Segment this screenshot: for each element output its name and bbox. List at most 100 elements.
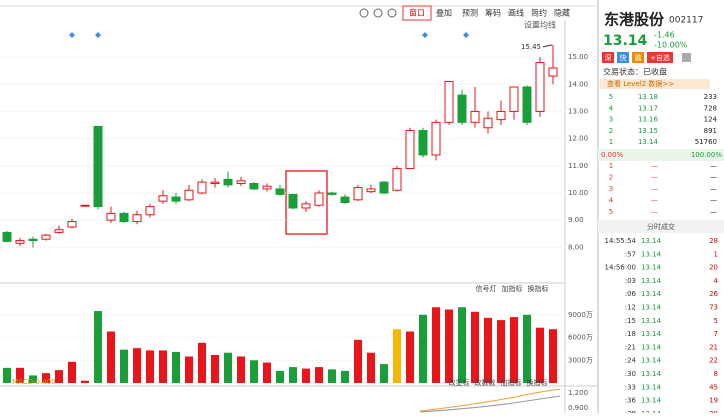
icon[interactable]	[387, 8, 397, 18]
trade-price: 13.14	[641, 383, 662, 391]
lower-button[interactable]: 改显标	[449, 378, 470, 387]
toolbar-tab[interactable]: 窗口	[409, 8, 425, 18]
candle-body	[80, 204, 90, 207]
volume-tick-label: 9000万	[568, 311, 593, 319]
sell-level: 5	[609, 93, 613, 101]
candle-body	[340, 196, 350, 204]
trade-volume: 21	[709, 343, 718, 351]
volume-tick-label: 3000万	[568, 356, 593, 364]
trade-volume: 22	[709, 357, 718, 365]
candle-body	[145, 206, 155, 216]
badge-bg[interactable]	[602, 52, 614, 63]
toolbar-tab[interactable]: 画线	[508, 8, 524, 18]
candle-body	[275, 188, 285, 195]
badge-bg[interactable]	[647, 52, 673, 63]
sell-price: 13.16	[638, 116, 659, 124]
volume-bar	[471, 311, 479, 383]
buy-volume: —	[710, 185, 717, 193]
badge-bg[interactable]	[617, 52, 629, 63]
icon[interactable]	[682, 53, 691, 62]
candle-body	[171, 196, 181, 202]
volume-bar	[393, 329, 401, 383]
candle-body	[418, 129, 428, 156]
trade-time: 14:55:54	[605, 237, 637, 245]
trades-title: 分时成交	[647, 222, 675, 231]
badge-bg[interactable]	[632, 52, 644, 63]
indicator-button[interactable]: 加指标	[502, 284, 523, 293]
volume-bar	[211, 354, 219, 383]
lower-button[interactable]: 改数数	[475, 378, 496, 387]
trade-price: 13.14	[641, 277, 662, 285]
icon[interactable]	[373, 8, 383, 18]
trade-price: 13.14	[641, 397, 662, 405]
volume-bar	[237, 356, 245, 383]
volume-bar	[224, 352, 232, 383]
trade-price: 13.14	[641, 250, 662, 258]
level2-bg[interactable]	[600, 79, 710, 89]
trade-time: 14:56:00	[605, 264, 636, 272]
badge[interactable]: +自选	[650, 53, 670, 62]
level2-link[interactable]: 查看 Level2 数据>>	[607, 79, 674, 88]
max-pointer	[542, 44, 553, 48]
macd-line	[419, 389, 561, 412]
indicator-button[interactable]: 换指标	[528, 284, 549, 293]
macd-tick-label: 1.200	[568, 389, 588, 397]
candle-body	[15, 240, 25, 244]
change-pct: -10.00%	[654, 41, 688, 50]
toolbar-tab[interactable]: 预测	[462, 8, 478, 18]
candle-body	[41, 234, 51, 240]
trade-volume: 45	[709, 383, 718, 391]
trade-volume: 4	[714, 277, 719, 285]
volume-bar	[42, 373, 50, 383]
sell-price: 13.18	[638, 93, 658, 101]
buy-level: 2	[609, 174, 613, 182]
price-tick-label: 15.00	[568, 53, 588, 61]
sell-level: 1	[609, 138, 613, 146]
sell-volume: 124	[704, 116, 718, 124]
summary-left: 0.00%	[601, 151, 624, 159]
price-tick-label: 12.00	[568, 135, 588, 143]
candle-body	[509, 86, 519, 112]
buy-price: —	[651, 197, 658, 205]
volume-bar	[419, 314, 427, 383]
active-tab-box	[402, 5, 432, 21]
ma-setting[interactable]: 设置均线	[524, 20, 556, 30]
buy-price: —	[651, 208, 658, 216]
candle-body	[223, 178, 233, 186]
volume-bar	[536, 327, 544, 383]
candle-body	[184, 189, 194, 201]
buy-volume: —	[710, 208, 717, 216]
volume-bar	[315, 367, 323, 383]
toolbar-tab[interactable]: 简约	[531, 8, 547, 18]
icon[interactable]	[359, 8, 369, 18]
trade-time: :57	[625, 250, 636, 258]
sell-level: 4	[609, 104, 614, 112]
highlight-box	[285, 170, 328, 235]
badge[interactable]: 深	[605, 53, 612, 62]
candle-body	[2, 231, 12, 242]
buy-price: —	[651, 174, 658, 182]
indicator-button[interactable]: 信号灯	[476, 284, 497, 293]
candle-body	[470, 110, 480, 123]
lower-button[interactable]: 加指标	[501, 378, 522, 387]
toolbar-tab[interactable]: 筹码	[485, 8, 501, 18]
toolbar-tab[interactable]: 叠加	[436, 8, 452, 18]
candle-body	[431, 121, 441, 156]
volume-bar	[198, 342, 206, 383]
toolbar-tab[interactable]: 隐藏	[554, 8, 570, 18]
lower-button[interactable]: 换指标	[527, 378, 548, 387]
volume-bar	[380, 364, 388, 383]
candle-body	[366, 188, 376, 193]
trade-volume: 7	[714, 330, 718, 338]
sell-level: 2	[609, 127, 613, 135]
badge[interactable]: 快	[620, 53, 627, 62]
badge[interactable]: 融	[635, 53, 642, 62]
sell-volume: 233	[704, 93, 717, 101]
trade-price: 13.14	[641, 264, 662, 272]
sell-level: 3	[609, 116, 613, 124]
candle-body	[106, 212, 116, 221]
volume-bar	[159, 350, 167, 383]
buy-price: —	[651, 185, 658, 193]
candle-body	[93, 125, 103, 208]
